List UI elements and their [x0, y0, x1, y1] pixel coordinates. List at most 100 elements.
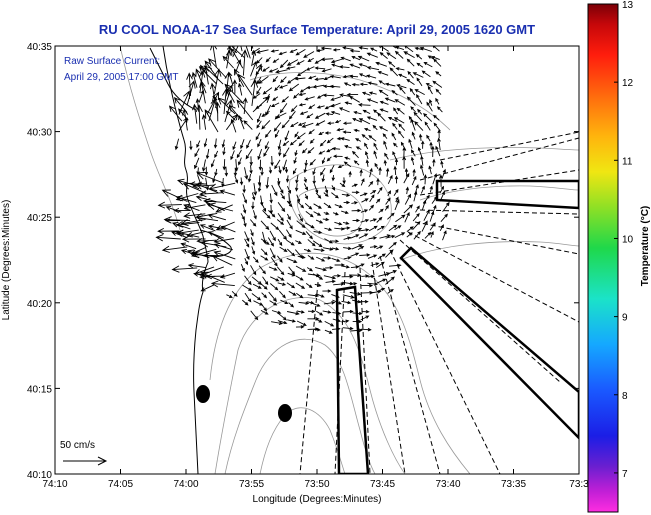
current-vector	[360, 327, 372, 332]
current-vector	[258, 265, 266, 275]
current-vector	[155, 234, 181, 242]
current-vector	[270, 276, 280, 282]
current-vector	[301, 148, 308, 154]
contour-line	[399, 241, 579, 261]
current-vector	[277, 177, 281, 186]
current-vector	[369, 194, 375, 203]
current-vector	[251, 192, 256, 201]
current-vector	[293, 92, 300, 99]
current-vector	[349, 273, 362, 278]
current-vector	[257, 183, 262, 193]
current-vector	[323, 256, 332, 260]
current-vector	[277, 282, 287, 286]
current-vector	[384, 152, 389, 160]
current-vector	[237, 82, 243, 96]
contour-line	[214, 297, 406, 474]
current-vector	[368, 225, 378, 232]
current-vector	[199, 190, 224, 198]
current-vector	[431, 55, 440, 61]
current-vector	[305, 283, 313, 289]
current-vector	[296, 60, 305, 65]
current-vector	[206, 91, 220, 115]
current-vector	[440, 213, 448, 222]
contour-line	[249, 72, 451, 131]
current-vector	[257, 138, 262, 148]
current-vector	[413, 190, 418, 202]
current-vector	[213, 237, 235, 244]
current-vector	[280, 192, 285, 200]
current-vector	[368, 134, 377, 142]
current-vector	[394, 99, 406, 106]
colorbar-tick-label: 8	[622, 391, 628, 402]
current-vector	[256, 86, 262, 95]
current-vector	[294, 131, 299, 138]
scale-label: 50 cm/s	[60, 440, 95, 451]
current-vector	[358, 299, 369, 304]
current-vector	[286, 59, 299, 66]
current-vector	[203, 65, 224, 85]
current-vector	[322, 93, 335, 98]
current-vector	[367, 274, 376, 279]
current-vector	[273, 122, 282, 132]
current-vector	[312, 273, 324, 280]
current-vector	[288, 302, 295, 308]
current-vector	[290, 105, 298, 113]
current-vector	[196, 171, 224, 184]
current-vector	[289, 139, 297, 146]
colorbar-tick-label: 11	[622, 156, 633, 167]
current-vector	[343, 200, 351, 205]
current-vector	[307, 293, 320, 298]
current-vector	[351, 208, 362, 213]
current-vector	[321, 157, 326, 165]
current-vector	[377, 112, 386, 122]
current-vector	[258, 159, 263, 171]
current-vector	[326, 137, 334, 144]
x-tick-label: 73:3	[569, 479, 589, 490]
current-vector	[416, 77, 423, 87]
current-vector	[249, 219, 257, 227]
current-vector	[269, 248, 276, 259]
current-vector	[281, 96, 289, 103]
current-vector	[351, 150, 359, 159]
current-vector	[432, 158, 436, 167]
current-vector	[303, 177, 308, 183]
current-vector	[246, 139, 251, 149]
current-vector	[312, 167, 316, 176]
current-vector	[230, 150, 235, 161]
current-vector	[295, 265, 307, 272]
current-vector	[342, 121, 352, 125]
current-vector	[387, 288, 394, 294]
shipping-channel	[335, 285, 370, 474]
current-vector	[304, 222, 315, 229]
current-vector	[327, 121, 335, 125]
current-vector	[415, 53, 423, 60]
current-vector	[250, 60, 257, 77]
x-axis-label: Longitude (Degrees:Minutes)	[253, 494, 382, 505]
current-vector	[433, 122, 441, 132]
current-vector	[313, 303, 321, 307]
current-vector	[375, 261, 385, 268]
current-vector	[270, 102, 280, 107]
current-vector	[363, 127, 371, 132]
current-vector	[359, 192, 368, 197]
current-vector	[351, 55, 361, 61]
current-vector	[387, 190, 392, 197]
current-vector	[267, 237, 274, 247]
current-vector	[419, 46, 432, 52]
colorbar-tick-label: 9	[622, 313, 628, 324]
current-vector	[330, 58, 343, 64]
current-vector	[192, 103, 198, 124]
current-vector	[322, 289, 332, 293]
y-tick-label: 40:35	[27, 42, 52, 53]
current-vector	[360, 178, 365, 186]
current-vector	[203, 252, 224, 259]
current-vector	[321, 68, 332, 73]
current-vector	[271, 184, 278, 197]
current-vector	[304, 202, 313, 210]
current-vector	[353, 128, 360, 133]
current-vector	[334, 119, 342, 124]
current-vector	[272, 96, 279, 101]
current-vector	[307, 147, 315, 154]
current-vector	[280, 299, 289, 304]
current-vector	[391, 89, 398, 96]
